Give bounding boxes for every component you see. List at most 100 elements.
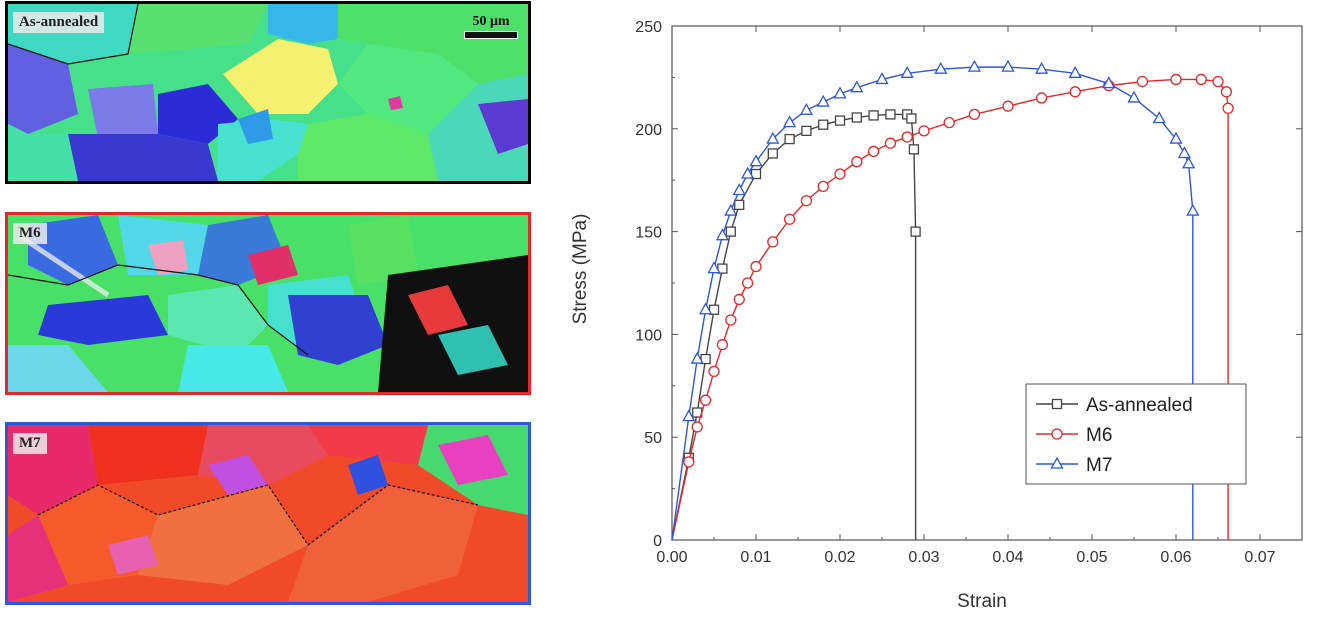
data-point bbox=[1127, 90, 1141, 103]
data-point bbox=[699, 302, 713, 315]
data-point bbox=[834, 168, 846, 180]
data-point bbox=[867, 145, 880, 158]
legend-marker bbox=[1050, 456, 1064, 469]
data-point bbox=[818, 119, 829, 130]
data-point bbox=[1069, 86, 1081, 98]
series-m7 bbox=[671, 59, 1200, 541]
data-point bbox=[1195, 73, 1207, 86]
data-point bbox=[1001, 59, 1015, 72]
data-point bbox=[741, 277, 754, 289]
legend-label: M7 bbox=[1086, 455, 1112, 476]
panel-label: M6 bbox=[13, 223, 47, 244]
data-point bbox=[834, 115, 846, 126]
ebsd-grain-image bbox=[8, 425, 528, 602]
data-point bbox=[1220, 86, 1233, 98]
series-line bbox=[671, 113, 917, 541]
legend-marker bbox=[1051, 428, 1063, 440]
data-point bbox=[691, 421, 703, 433]
data-point bbox=[716, 339, 729, 351]
data-point bbox=[724, 203, 738, 216]
ebsd-grain-image bbox=[8, 215, 528, 392]
x-tick-label: 0.03 bbox=[908, 549, 939, 566]
data-point bbox=[801, 125, 812, 137]
chart-legend: As-annealed M6 M7 bbox=[1025, 383, 1247, 485]
x-tick-label: 0.02 bbox=[824, 549, 855, 566]
data-point bbox=[885, 109, 896, 120]
data-point bbox=[868, 110, 879, 121]
data-point bbox=[725, 226, 736, 237]
data-point bbox=[783, 213, 796, 225]
x-tick-label: 0.04 bbox=[992, 549, 1023, 566]
y-tick-label: 150 bbox=[635, 225, 662, 242]
panel-label: As-annealed bbox=[13, 12, 105, 33]
data-point bbox=[850, 80, 864, 93]
data-point bbox=[750, 260, 762, 273]
stress-strain-chart: 0.00 0.01 0.02 0.03 0.04 0.05 0.06 0.07 0 50 100 15… bbox=[570, 19, 1303, 612]
x-axis-title: Strain bbox=[957, 591, 1007, 612]
legend-marker bbox=[1051, 398, 1063, 410]
data-point bbox=[1177, 146, 1191, 159]
data-point bbox=[884, 137, 897, 149]
data-point bbox=[875, 72, 889, 85]
x-tick-label: 0.06 bbox=[1160, 549, 1191, 566]
scale-bar-line bbox=[464, 31, 518, 39]
x-tick-label: 0.01 bbox=[740, 549, 771, 566]
ebsd-map-m6: M6 bbox=[5, 212, 531, 395]
data-point bbox=[1102, 76, 1116, 89]
data-point bbox=[1222, 102, 1234, 114]
data-point bbox=[1136, 75, 1149, 88]
data-point bbox=[715, 228, 729, 241]
data-point bbox=[910, 226, 921, 237]
data-point bbox=[732, 183, 746, 196]
y-tick-label: 50 bbox=[644, 430, 662, 447]
data-point bbox=[733, 293, 745, 306]
ebsd-grain-image bbox=[8, 4, 528, 181]
legend-label: M6 bbox=[1086, 425, 1112, 446]
chart-series bbox=[671, 59, 1234, 541]
data-point bbox=[1170, 73, 1182, 86]
data-point bbox=[934, 61, 948, 74]
data-point bbox=[1035, 92, 1048, 104]
y-axis-title: Stress (MPa) bbox=[570, 214, 591, 325]
data-point bbox=[1035, 61, 1049, 74]
data-point bbox=[1169, 131, 1183, 144]
data-point bbox=[783, 115, 797, 128]
data-point bbox=[725, 314, 737, 326]
data-point bbox=[908, 144, 920, 155]
panel-label: M7 bbox=[13, 433, 47, 454]
data-point bbox=[1152, 111, 1166, 124]
data-point bbox=[683, 456, 695, 468]
data-point bbox=[767, 236, 779, 248]
data-point bbox=[699, 394, 712, 406]
data-point bbox=[682, 409, 696, 422]
data-point bbox=[967, 59, 981, 72]
series-as-annealed bbox=[671, 109, 921, 541]
y-tick-label: 0 bbox=[653, 533, 662, 550]
data-point bbox=[851, 112, 862, 123]
data-point bbox=[707, 261, 721, 274]
data-point bbox=[800, 195, 813, 207]
y-tick-label: 200 bbox=[635, 122, 662, 139]
data-point bbox=[816, 94, 830, 107]
data-point bbox=[906, 113, 917, 124]
chart-axes: 0.00 0.01 0.02 0.03 0.04 0.05 0.06 0.07 0 50 100 15… bbox=[635, 19, 1303, 566]
x-tick-label: 0.00 bbox=[656, 549, 687, 566]
data-point bbox=[1182, 156, 1196, 169]
data-point bbox=[1068, 65, 1082, 78]
legend-label: As-annealed bbox=[1086, 395, 1193, 416]
data-point bbox=[784, 133, 795, 145]
x-tick-label: 0.05 bbox=[1076, 549, 1107, 566]
data-point bbox=[1186, 203, 1200, 216]
data-point bbox=[943, 116, 955, 129]
x-tick-label: 0.07 bbox=[1244, 549, 1275, 566]
data-point bbox=[918, 125, 930, 137]
data-point bbox=[901, 131, 913, 143]
data-point bbox=[749, 154, 763, 167]
data-point bbox=[968, 108, 981, 121]
data-point bbox=[833, 86, 847, 99]
data-point bbox=[817, 180, 829, 193]
data-point bbox=[708, 365, 720, 378]
y-tick-label: 250 bbox=[635, 19, 662, 36]
data-point bbox=[1002, 100, 1014, 112]
data-point bbox=[767, 148, 778, 159]
